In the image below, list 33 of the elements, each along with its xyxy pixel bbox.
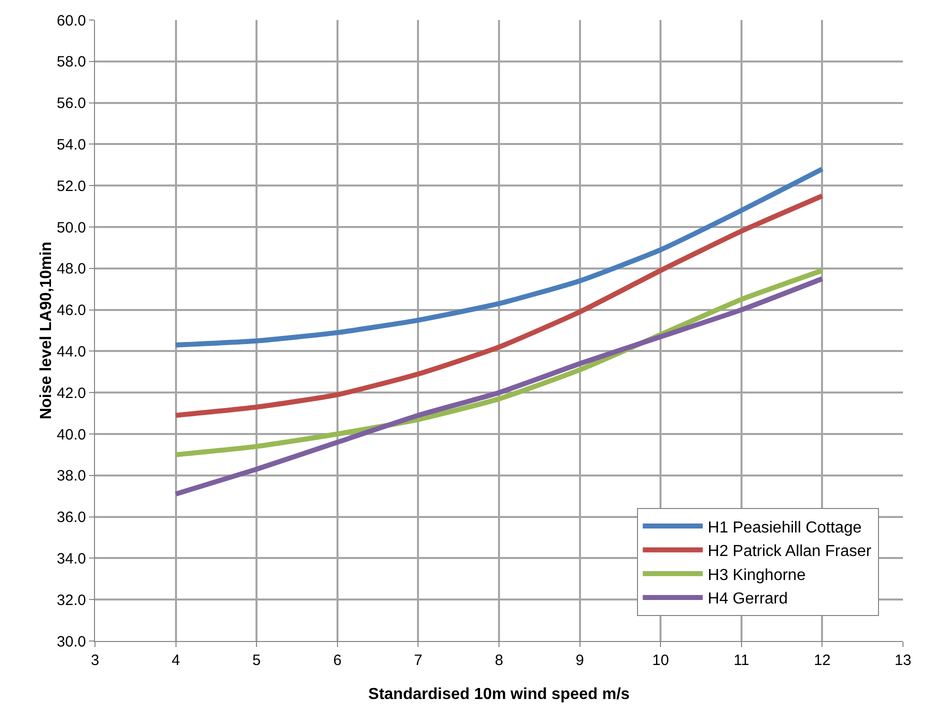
- x-tick-label: 11: [734, 652, 750, 669]
- y-tick-label: 36.0: [56, 509, 86, 526]
- y-tick-label: 48.0: [56, 260, 86, 278]
- y-axis-title: Noise level LA90,10min: [38, 242, 55, 420]
- x-tick-label: 3: [90, 652, 100, 669]
- y-tick-label: 58.0: [56, 54, 86, 71]
- x-tick-label: 5: [252, 652, 261, 669]
- y-tick-label: 34.0: [56, 550, 86, 568]
- legend-label: H1 Peasiehill Cottage: [708, 519, 862, 536]
- x-tick-label: 12: [814, 652, 831, 669]
- y-tick-label: 60.0: [56, 12, 86, 30]
- x-axis-title: Standardised 10m wind speed m/s: [368, 686, 630, 703]
- x-tick-label: 13: [894, 652, 912, 669]
- x-tick-label: 6: [333, 652, 342, 669]
- x-tick-label: 7: [414, 652, 422, 669]
- y-tick-label: 54.0: [56, 136, 86, 154]
- y-tick-label: 44.0: [56, 343, 86, 360]
- y-tick-label: 40.0: [56, 426, 86, 444]
- x-tick-label: 8: [494, 652, 504, 669]
- y-tick-label: 52.0: [56, 178, 86, 195]
- legend-label: H4 Gerrard: [708, 590, 788, 608]
- x-tick-label: 4: [172, 652, 180, 669]
- y-tick-label: 38.0: [56, 468, 86, 485]
- y-tick-label: 30.0: [56, 633, 86, 650]
- y-tick-label: 46.0: [56, 302, 86, 320]
- legend-label: H2 Patrick Allan Fraser: [708, 543, 872, 560]
- x-tick-label: 9: [576, 652, 584, 669]
- legend-label: H3 Kinghorne: [708, 566, 806, 584]
- y-tick-label: 32.0: [56, 592, 86, 609]
- y-tick-label: 50.0: [56, 219, 86, 236]
- x-tick-label: 10: [652, 652, 669, 669]
- y-tick-label: 56.0: [56, 95, 86, 112]
- y-tick-label: 42.0: [56, 384, 86, 402]
